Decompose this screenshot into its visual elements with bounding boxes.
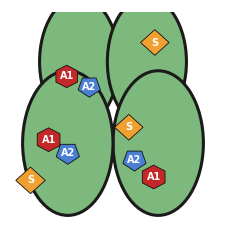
Text: A1: A1	[59, 72, 74, 82]
Polygon shape	[140, 30, 168, 56]
Ellipse shape	[107, 0, 186, 126]
Polygon shape	[56, 144, 79, 164]
Ellipse shape	[39, 0, 118, 126]
Text: S: S	[27, 175, 34, 185]
Ellipse shape	[22, 71, 112, 216]
Ellipse shape	[112, 71, 202, 216]
Polygon shape	[16, 167, 45, 194]
Text: A1: A1	[41, 135, 56, 145]
Polygon shape	[114, 114, 142, 140]
Polygon shape	[78, 78, 100, 97]
Text: S: S	[151, 38, 158, 48]
Text: S: S	[125, 122, 132, 132]
Text: A1: A1	[146, 172, 160, 182]
Text: A2: A2	[82, 82, 96, 92]
Polygon shape	[142, 165, 164, 189]
Polygon shape	[56, 65, 77, 88]
Text: A2: A2	[127, 155, 141, 165]
Polygon shape	[122, 151, 145, 171]
Polygon shape	[37, 128, 60, 152]
Text: A2: A2	[60, 148, 75, 158]
